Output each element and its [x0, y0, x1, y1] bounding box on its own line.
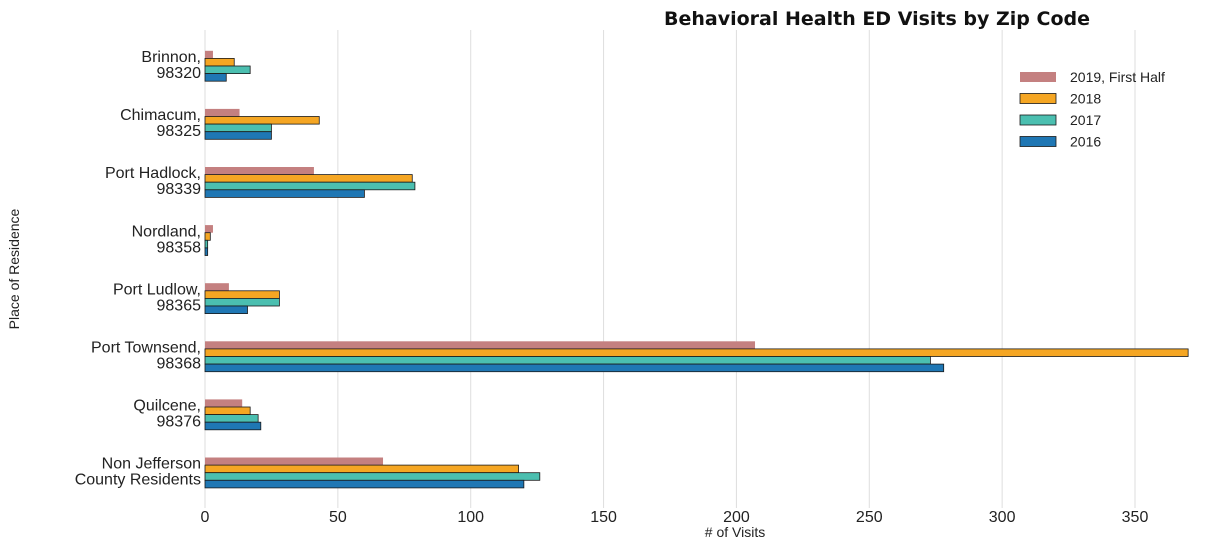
x-tick-label: 300: [989, 509, 1016, 526]
legend-label: 2018: [1070, 91, 1101, 107]
category-label: Quilcene, 98376: [133, 398, 201, 431]
chart-title: Behavioral Health ED Visits by Zip Code: [664, 8, 1090, 30]
category-label: Chimacum, 98325: [120, 107, 201, 140]
bar: [204, 363, 945, 373]
bar: [204, 181, 416, 191]
category-label: Port Ludlow, 98365: [113, 281, 201, 314]
bar: [205, 167, 314, 175]
bar: [205, 225, 213, 233]
bar: [205, 108, 240, 117]
bar: [205, 457, 384, 466]
legend-swatch: [1019, 136, 1057, 147]
bar: [204, 356, 931, 365]
category-label: Nordland, 98358: [132, 223, 201, 256]
category-label: Non Jefferson County Residents: [75, 456, 201, 489]
bar: [204, 305, 248, 314]
legend-label: 2017: [1070, 112, 1101, 128]
category-labels: Brinnon, 98320 Chimacum, 98325 Port Hadlock,…: [75, 49, 201, 489]
legend-label: 2016: [1070, 134, 1101, 150]
legend-swatch: [1019, 93, 1057, 104]
bar: [204, 414, 259, 423]
grid-lines: [204, 30, 1136, 508]
bar: [204, 421, 262, 431]
bar: [204, 297, 280, 307]
category-label: Port Hadlock, 98339: [105, 165, 201, 198]
bar: [205, 50, 213, 59]
bar: [204, 189, 365, 198]
bar: [204, 174, 413, 183]
bar: [204, 290, 280, 299]
legend: 2019, First Half 2018 2017 2016: [1019, 69, 1165, 150]
x-tick-label: 100: [457, 509, 484, 526]
bar: [204, 348, 1189, 357]
legend-swatch: [1020, 72, 1056, 82]
bar: [205, 283, 229, 291]
bar: [204, 131, 272, 140]
x-tick-label: 250: [856, 509, 883, 526]
x-tick-label: 0: [201, 509, 210, 526]
bar: [204, 464, 519, 474]
x-tick-label: 350: [1122, 509, 1149, 526]
category-label: Port Townsend, 98368: [91, 340, 201, 373]
bar: [204, 73, 227, 82]
bar: [204, 116, 320, 125]
bar: [205, 341, 756, 349]
bar: [204, 472, 541, 481]
category-label: Brinnon, 98320: [141, 49, 201, 82]
legend-swatch: [1019, 114, 1057, 126]
bar: [204, 406, 251, 415]
x-tick-labels: 0 50 100 150 200 250 300 350: [201, 509, 1149, 526]
x-tick-label: 200: [723, 509, 750, 526]
bar: [204, 123, 272, 133]
bar: [204, 65, 251, 74]
bar: [204, 232, 211, 241]
bar: [205, 399, 243, 407]
x-axis-label: # of Visits: [705, 524, 765, 539]
legend-label: 2019, First Half: [1070, 69, 1165, 85]
bar: [204, 479, 525, 489]
x-tick-label: 150: [590, 509, 617, 526]
bar: [204, 239, 209, 249]
y-axis-label: Place of Residence: [6, 208, 22, 329]
x-tick-label: 50: [329, 509, 347, 526]
bar: [204, 247, 209, 256]
bar: [204, 58, 235, 67]
bars: [204, 50, 1189, 489]
